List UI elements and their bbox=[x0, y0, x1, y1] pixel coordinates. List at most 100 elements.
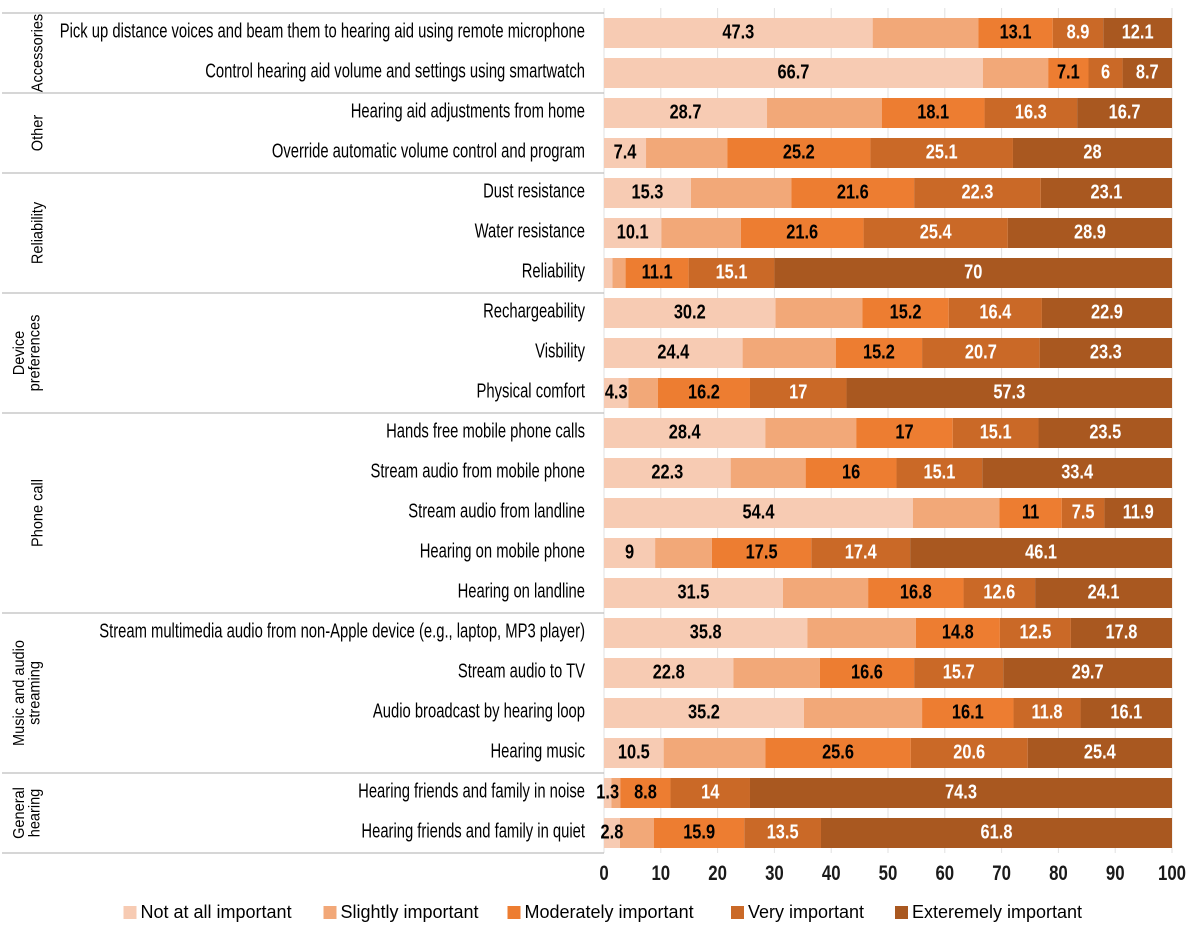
svg-text:Slightly important: Slightly important bbox=[341, 902, 479, 922]
svg-text:16.7: 16.7 bbox=[1109, 100, 1141, 123]
svg-text:21.6: 21.6 bbox=[837, 180, 869, 203]
svg-text:14.8: 14.8 bbox=[942, 620, 974, 643]
svg-text:Reliability: Reliability bbox=[29, 202, 47, 265]
svg-text:hearing: hearing bbox=[26, 789, 44, 838]
svg-text:13.5: 13.5 bbox=[767, 820, 799, 843]
svg-text:23.5: 23.5 bbox=[1089, 420, 1121, 443]
svg-text:Hearing friends and family in: Hearing friends and family in quiet bbox=[361, 819, 585, 842]
svg-text:2.8: 2.8 bbox=[601, 820, 624, 843]
svg-text:Very important: Very important bbox=[748, 902, 864, 922]
svg-text:28.9: 28.9 bbox=[1074, 220, 1106, 243]
svg-text:23.3: 23.3 bbox=[1090, 340, 1122, 363]
svg-text:22.3: 22.3 bbox=[962, 180, 994, 203]
svg-text:22.9: 22.9 bbox=[1091, 300, 1123, 323]
svg-text:15.3: 15.3 bbox=[632, 180, 664, 203]
svg-text:16.8: 16.8 bbox=[900, 580, 932, 603]
svg-text:70: 70 bbox=[964, 260, 982, 283]
svg-text:57.3: 57.3 bbox=[993, 380, 1025, 403]
svg-text:preferences: preferences bbox=[26, 314, 44, 391]
svg-text:16.4: 16.4 bbox=[979, 300, 1012, 323]
svg-text:Visbility: Visbility bbox=[535, 339, 585, 362]
svg-text:61.8: 61.8 bbox=[981, 820, 1013, 843]
svg-text:16: 16 bbox=[842, 460, 860, 483]
svg-text:Accessories: Accessories bbox=[29, 13, 47, 92]
svg-text:35.2: 35.2 bbox=[688, 700, 720, 723]
svg-text:7.5: 7.5 bbox=[1072, 500, 1095, 523]
svg-text:Not at all important: Not at all important bbox=[141, 902, 292, 922]
svg-text:6: 6 bbox=[1101, 60, 1110, 83]
svg-text:7.1: 7.1 bbox=[1057, 60, 1080, 83]
svg-text:18.1: 18.1 bbox=[917, 100, 949, 123]
svg-text:20.6: 20.6 bbox=[953, 740, 985, 763]
svg-text:50: 50 bbox=[879, 862, 898, 885]
svg-text:28: 28 bbox=[1083, 140, 1101, 163]
svg-text:Hearing on landline: Hearing on landline bbox=[458, 579, 585, 602]
svg-text:33.4: 33.4 bbox=[1061, 460, 1094, 483]
svg-text:Control hearing aid volume and: Control hearing aid volume and settings … bbox=[205, 59, 585, 82]
svg-text:15.1: 15.1 bbox=[980, 420, 1012, 443]
svg-text:47.3: 47.3 bbox=[722, 20, 754, 43]
svg-text:21.6: 21.6 bbox=[786, 220, 818, 243]
svg-text:12.5: 12.5 bbox=[1019, 620, 1051, 643]
svg-text:10.1: 10.1 bbox=[617, 220, 649, 243]
svg-text:Pick up distance voices and be: Pick up distance voices and beam them to… bbox=[60, 19, 585, 42]
svg-text:11.1: 11.1 bbox=[642, 260, 673, 283]
svg-text:90: 90 bbox=[1106, 862, 1125, 885]
svg-text:80: 80 bbox=[1049, 862, 1068, 885]
svg-text:Other: Other bbox=[29, 115, 47, 151]
svg-text:1.3: 1.3 bbox=[596, 780, 619, 803]
svg-text:10: 10 bbox=[651, 862, 670, 885]
svg-text:29.7: 29.7 bbox=[1072, 660, 1104, 683]
svg-text:17: 17 bbox=[895, 420, 913, 443]
svg-text:Hands free mobile phone calls: Hands free mobile phone calls bbox=[386, 419, 585, 442]
svg-text:Music and audio: Music and audio bbox=[10, 640, 28, 746]
svg-text:Hearing aid adjustments from h: Hearing aid adjustments from home bbox=[351, 99, 585, 122]
svg-text:Phone call: Phone call bbox=[29, 479, 47, 547]
svg-text:11.8: 11.8 bbox=[1032, 700, 1063, 723]
svg-text:22.8: 22.8 bbox=[653, 660, 685, 683]
svg-text:Hearing friends and family in: Hearing friends and family in noise bbox=[358, 779, 585, 802]
svg-text:100: 100 bbox=[1158, 862, 1186, 885]
svg-text:7.4: 7.4 bbox=[614, 140, 638, 163]
svg-text:25.1: 25.1 bbox=[926, 140, 958, 163]
svg-text:30: 30 bbox=[765, 862, 784, 885]
svg-text:17.8: 17.8 bbox=[1106, 620, 1138, 643]
svg-text:25.2: 25.2 bbox=[783, 140, 815, 163]
svg-text:9: 9 bbox=[625, 540, 634, 563]
svg-text:13.1: 13.1 bbox=[1000, 20, 1032, 43]
svg-text:Moderately important: Moderately important bbox=[525, 902, 694, 922]
svg-text:17: 17 bbox=[789, 380, 807, 403]
svg-text:24.4: 24.4 bbox=[657, 340, 690, 363]
svg-text:16.6: 16.6 bbox=[851, 660, 883, 683]
svg-text:15.9: 15.9 bbox=[683, 820, 715, 843]
svg-text:Rechargeability: Rechargeability bbox=[483, 299, 585, 322]
svg-text:25.6: 25.6 bbox=[822, 740, 854, 763]
svg-text:15.1: 15.1 bbox=[716, 260, 748, 283]
svg-text:11.9: 11.9 bbox=[1123, 500, 1154, 523]
svg-text:Override automatic volume cont: Override automatic volume control and pr… bbox=[272, 139, 585, 162]
svg-text:11: 11 bbox=[1022, 500, 1039, 523]
svg-text:Stream multimedia audio from n: Stream multimedia audio from non-Apple d… bbox=[99, 619, 585, 642]
svg-text:Hearing music: Hearing music bbox=[490, 739, 585, 762]
svg-text:15.2: 15.2 bbox=[863, 340, 895, 363]
svg-text:40: 40 bbox=[822, 862, 841, 885]
svg-text:70: 70 bbox=[992, 862, 1011, 885]
svg-text:4.3: 4.3 bbox=[605, 380, 628, 403]
svg-text:16.1: 16.1 bbox=[952, 700, 984, 723]
svg-text:10.5: 10.5 bbox=[618, 740, 650, 763]
svg-text:General: General bbox=[10, 787, 28, 839]
svg-text:Stream audio from landline: Stream audio from landline bbox=[408, 499, 585, 522]
svg-text:74.3: 74.3 bbox=[945, 780, 977, 803]
svg-text:15.7: 15.7 bbox=[943, 660, 975, 683]
svg-text:8.9: 8.9 bbox=[1067, 20, 1090, 43]
svg-text:12.6: 12.6 bbox=[983, 580, 1015, 603]
svg-text:Water resistance: Water resistance bbox=[475, 219, 585, 242]
svg-text:28.7: 28.7 bbox=[670, 100, 702, 123]
svg-text:Hearing on mobile phone: Hearing on mobile phone bbox=[420, 539, 585, 562]
svg-text:15.1: 15.1 bbox=[923, 460, 955, 483]
svg-text:28.4: 28.4 bbox=[669, 420, 702, 443]
svg-text:8.7: 8.7 bbox=[1136, 60, 1159, 83]
svg-text:Audio broadcast by hearing loo: Audio broadcast by hearing loop bbox=[373, 699, 585, 722]
svg-text:66.7: 66.7 bbox=[777, 60, 809, 83]
svg-text:Dust resistance: Dust resistance bbox=[483, 179, 585, 202]
